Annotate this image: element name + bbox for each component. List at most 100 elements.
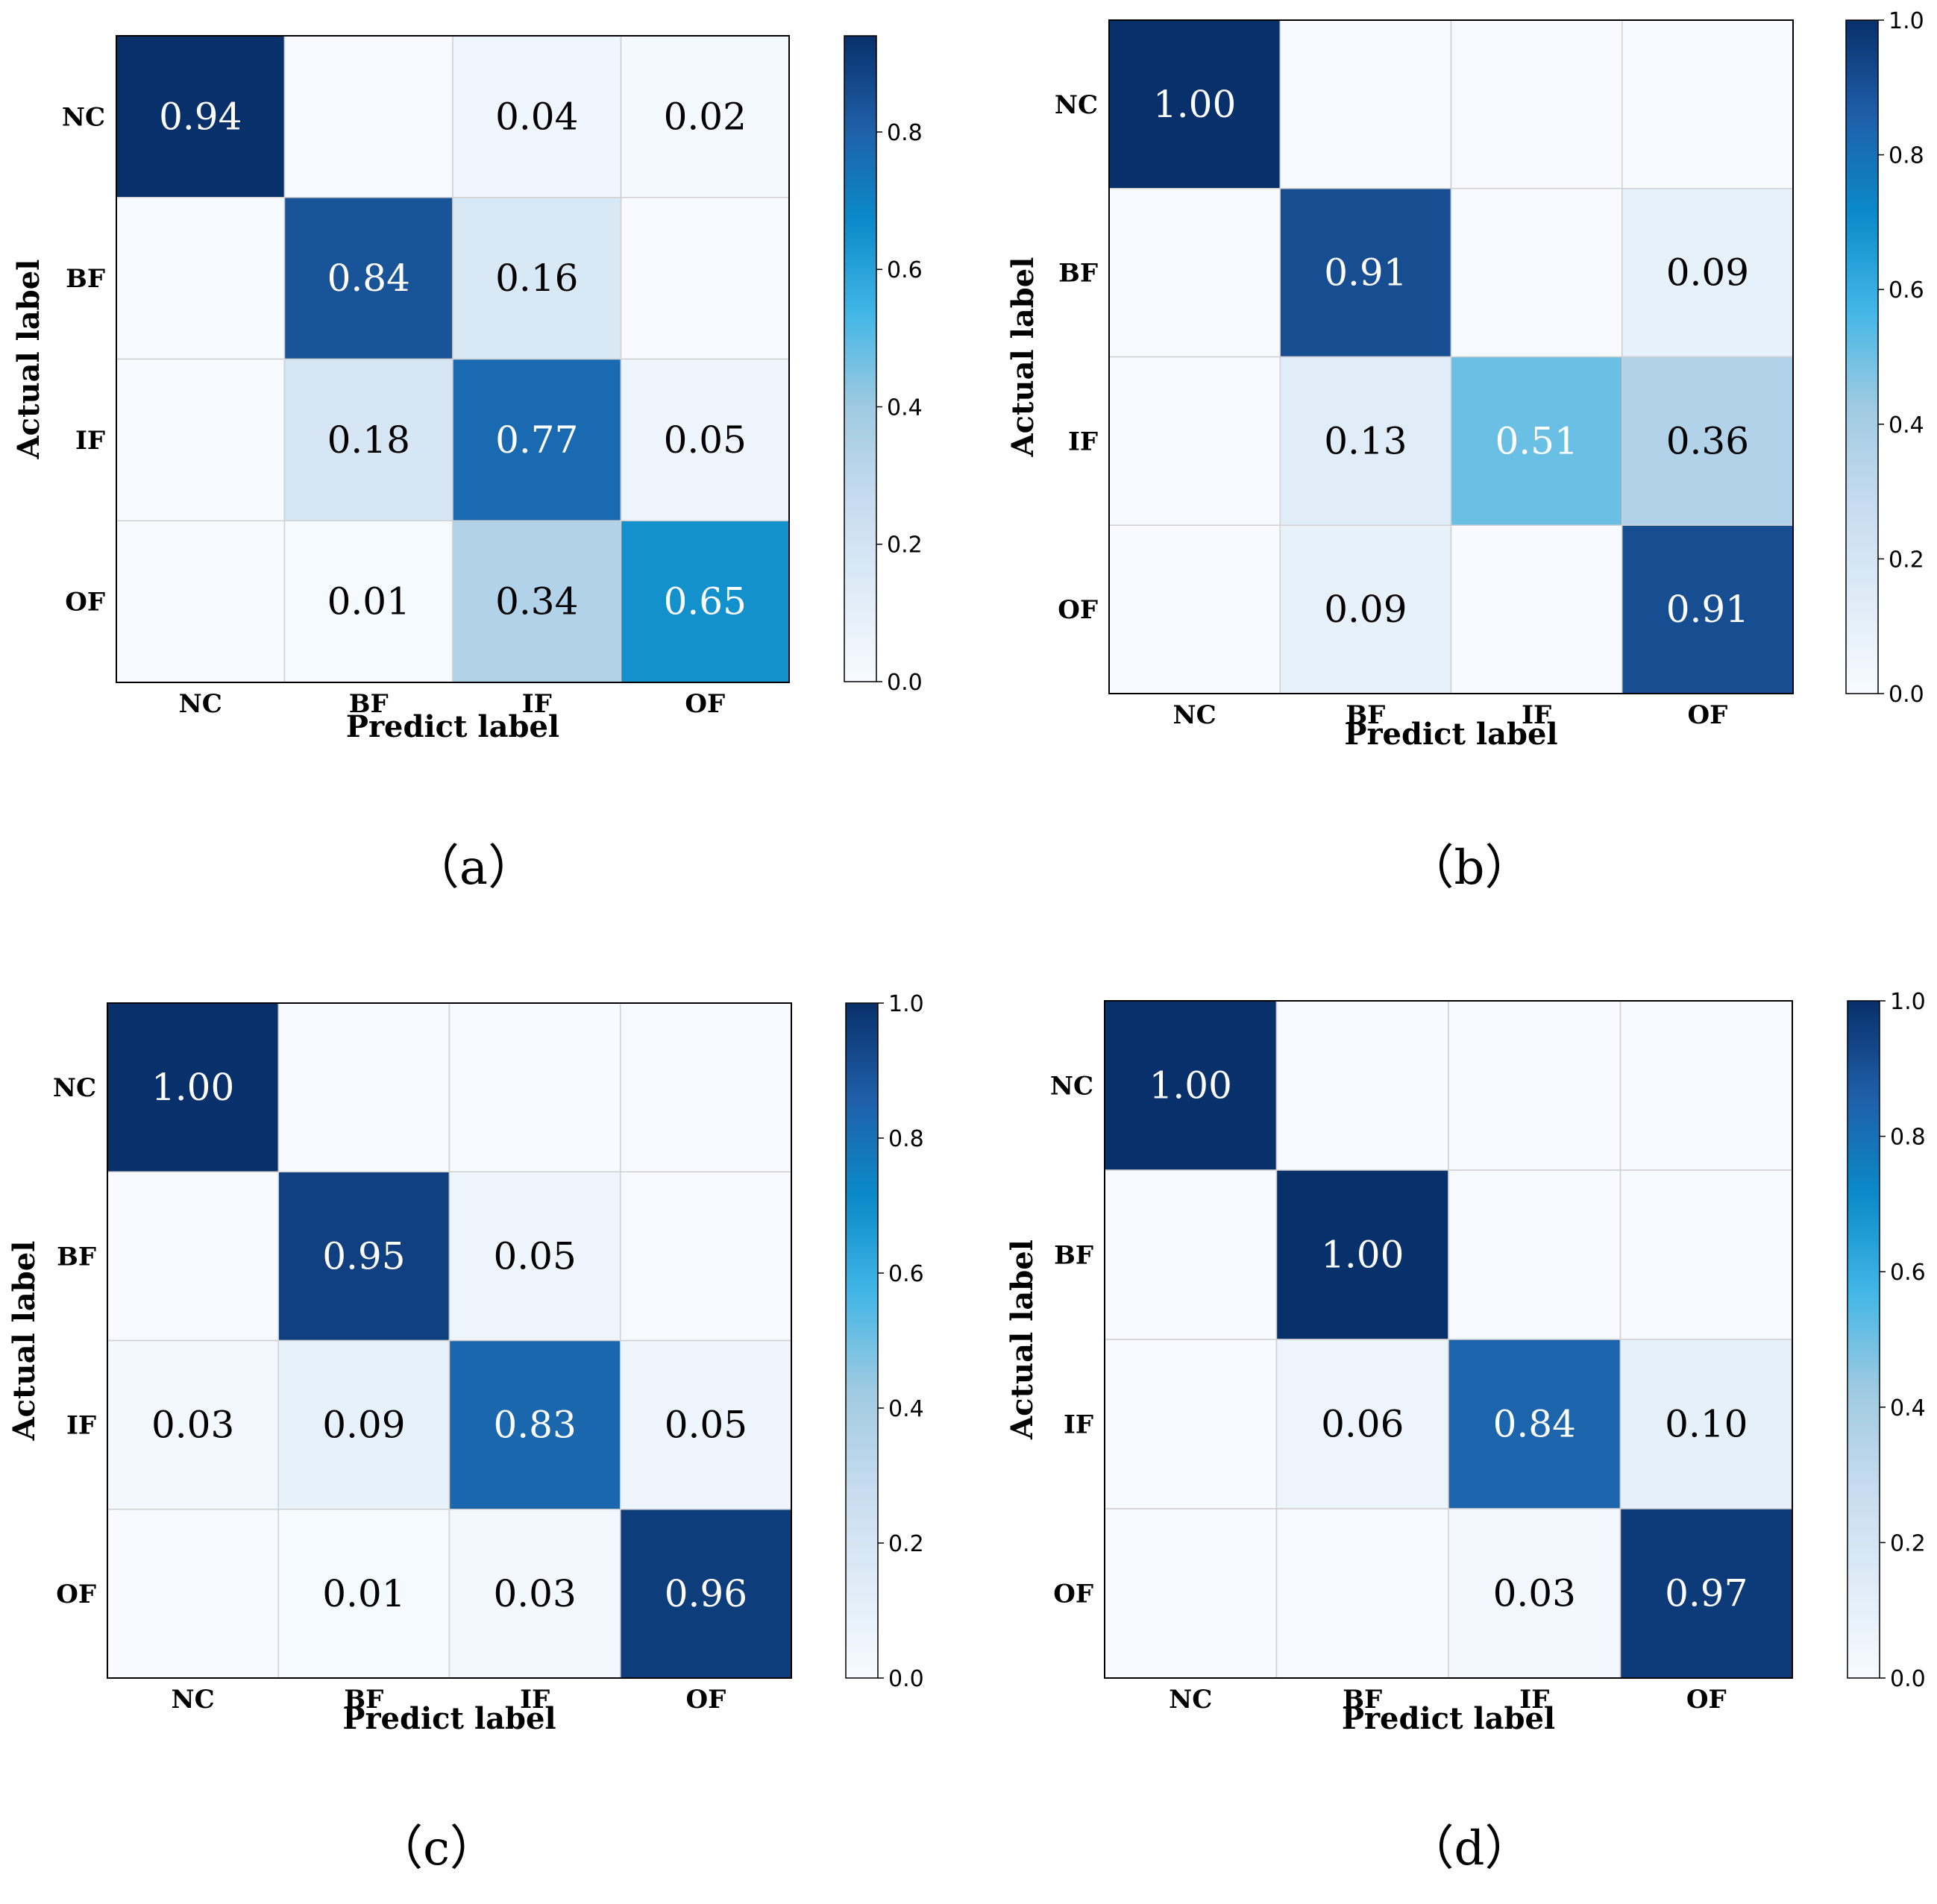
colorbar-tick-label: 0.8 xyxy=(1890,1125,1926,1151)
panel-caption: （c） xyxy=(375,1821,497,1876)
x-tick-label: NC xyxy=(1169,1685,1212,1715)
colorbar-tick-label: 0.4 xyxy=(887,395,923,421)
cell-value-label: 0.34 xyxy=(495,580,578,623)
x-tick-label: BF xyxy=(1343,1685,1382,1715)
cell-value-label: 0.03 xyxy=(151,1404,234,1447)
heatmap-cell xyxy=(1450,356,1623,526)
cell-value-label: 1.00 xyxy=(1153,83,1236,126)
heatmap-cell xyxy=(1622,356,1794,526)
cell-value-label: 0.51 xyxy=(1495,419,1577,462)
colorbar-tick-label: 1.0 xyxy=(1890,989,1926,1015)
x-axis-title: Predict label xyxy=(346,709,559,744)
heatmap-cell xyxy=(107,1509,279,1679)
colorbar-tick-label: 0.0 xyxy=(1889,682,1924,708)
heatmap-cell xyxy=(1622,19,1794,189)
heatmap-cell xyxy=(1108,19,1281,189)
y-tick-label: NC xyxy=(1050,1072,1093,1102)
y-tick-label: NC xyxy=(1055,90,1098,120)
x-tick-label: NC xyxy=(172,1685,215,1715)
cell-value-label: 0.09 xyxy=(322,1404,405,1447)
heatmap-cell xyxy=(1622,524,1794,694)
heatmap-cell xyxy=(620,1509,792,1679)
heatmap-cell xyxy=(1448,1000,1622,1171)
plot-frame xyxy=(1104,1000,1793,1679)
colorbar-tick-label: 0.6 xyxy=(887,257,923,283)
colorbar-tick-label: 1.0 xyxy=(888,991,924,1017)
colorbar-tick-label: 0.8 xyxy=(1889,143,1924,169)
x-tick-label: IF xyxy=(1522,700,1551,730)
heatmap-cell xyxy=(1450,19,1623,189)
colorbar-tick-label: 0.6 xyxy=(1890,1260,1926,1286)
heatmap-cell xyxy=(1104,1508,1278,1679)
heatmap-cell xyxy=(620,358,790,521)
colorbar xyxy=(1845,19,1879,694)
heatmap-cell xyxy=(116,358,286,521)
y-tick-label: BF xyxy=(57,1242,96,1272)
cell-value-label: 0.13 xyxy=(1324,419,1407,462)
cell-value-label: 0.77 xyxy=(495,418,578,462)
y-tick-label: NC xyxy=(53,1073,96,1103)
x-axis-title: Predict label xyxy=(1342,1701,1555,1736)
y-axis-title: Actual label xyxy=(11,260,46,460)
cell-value-label: 0.65 xyxy=(664,580,747,623)
cell-value-label: 0.03 xyxy=(1493,1572,1576,1615)
y-axis-title: Actual label xyxy=(1005,257,1040,458)
y-axis-title: Actual label xyxy=(7,1241,42,1442)
heatmap-cell xyxy=(1275,1169,1449,1340)
panel-d: 1.00 1.00 0.06 0.84 0.10 0.03 0.97 NC BF IF OF NC BF… xyxy=(1005,989,1926,1876)
heatmap-cell xyxy=(1275,1339,1449,1509)
colorbar-tick-label: 0.2 xyxy=(888,1531,924,1557)
heatmap-cell xyxy=(1104,1339,1278,1509)
heatmap-cell xyxy=(1104,1169,1278,1340)
heatmap-cell xyxy=(283,35,453,198)
colorbar-tick-label: 0.4 xyxy=(1889,412,1924,439)
heatmap-cell xyxy=(277,1339,450,1510)
colorbar-tick-label: 0.4 xyxy=(888,1396,924,1422)
colorbar-tick-label: 0.0 xyxy=(887,670,923,696)
cell-value-label: 0.05 xyxy=(665,1404,747,1447)
colorbar-tick-label: 0.8 xyxy=(888,1126,924,1152)
cell-value-label: 0.02 xyxy=(664,95,747,138)
panel-c: 1.00 0.95 0.05 0.03 0.09 0.83 0.05 0.01 0.03 0.96… xyxy=(7,991,924,1876)
cell-value-label: 0.91 xyxy=(1324,251,1407,295)
heatmap-cell xyxy=(452,35,622,198)
cell-value-label: 0.16 xyxy=(495,257,578,300)
heatmap-cell xyxy=(107,1171,279,1342)
heatmap-cell xyxy=(448,1509,621,1679)
heatmap-cell xyxy=(448,1002,621,1172)
heatmap-cell xyxy=(1450,524,1623,694)
y-tick-label: IF xyxy=(1068,427,1098,456)
cell-value-label: 0.09 xyxy=(1666,251,1749,295)
x-tick-label: IF xyxy=(520,1685,550,1715)
y-tick-label: NC xyxy=(62,102,105,132)
plot-frame xyxy=(107,1002,792,1679)
heatmap-cell xyxy=(277,1002,450,1172)
colorbar-tick-label: 0.2 xyxy=(1889,547,1924,573)
colorbar-tick-label: 0.2 xyxy=(1890,1530,1926,1556)
cell-value-label: 1.00 xyxy=(151,1066,234,1109)
heatmap-cell xyxy=(1619,1508,1793,1679)
cell-value-label: 0.01 xyxy=(327,580,410,623)
y-tick-label: OF xyxy=(56,1580,96,1609)
colorbar-tick-label: 0.6 xyxy=(1889,277,1924,304)
heatmap-cell xyxy=(620,197,790,360)
x-tick-label: IF xyxy=(522,689,552,719)
heatmap-cell xyxy=(116,197,286,360)
heatmap-cell xyxy=(1279,356,1452,526)
heatmap-cell xyxy=(1448,1169,1622,1340)
panel-caption: （d） xyxy=(1407,1821,1533,1876)
cell-value-label: 0.03 xyxy=(493,1572,576,1615)
heatmap-cell xyxy=(1275,1000,1449,1171)
cell-value-label: 1.00 xyxy=(1149,1064,1232,1107)
colorbar-tick-label: 0.2 xyxy=(887,532,923,559)
cell-value-label: 0.10 xyxy=(1665,1403,1748,1446)
cell-value-label: 0.97 xyxy=(1665,1572,1748,1615)
panel-caption: （a） xyxy=(412,841,536,896)
heatmap-cell xyxy=(1450,188,1623,358)
panel-a: 0.94 0.04 0.02 0.84 0.16 0.18 0.77 0.05 0.01 0.34… xyxy=(11,35,923,896)
cell-value-label: 0.05 xyxy=(493,1234,576,1278)
cell-value-label: 0.95 xyxy=(322,1234,405,1278)
x-axis-title: Predict label xyxy=(1344,717,1557,752)
heatmap-cell xyxy=(1279,188,1452,358)
